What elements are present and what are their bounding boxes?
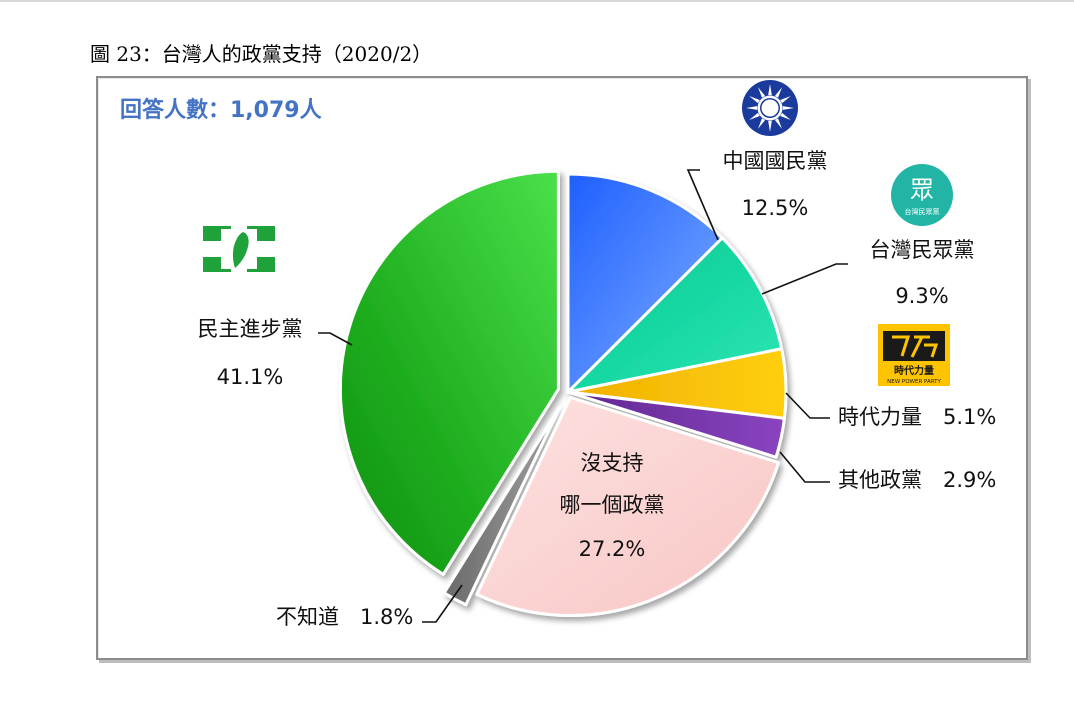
pie-slice-unknown [442, 406, 561, 607]
leader-line-npp [785, 392, 830, 419]
tpp-label: 台灣民眾黨 [870, 238, 975, 262]
none-label-line1: 沒支持 [581, 451, 644, 475]
pie-slice-none [475, 395, 780, 617]
leader-line-dpp [318, 332, 353, 346]
kmt-sun-ray [749, 96, 760, 104]
kmt-value: 12.5% [742, 196, 809, 220]
npp-label: 時代力量 [838, 405, 922, 429]
kmt-label: 中國國民黨 [723, 149, 828, 173]
kmt-sun-ray [780, 96, 791, 104]
kmt-sun-emblem-icon [742, 80, 798, 136]
dpp-flag-icon [203, 226, 275, 272]
respondent-count: 回答人數：1,079人 [120, 98, 322, 123]
kmt-sun-ray [768, 84, 772, 96]
npp-logo-text: 時代力量 [894, 364, 934, 377]
top-rule [0, 0, 1074, 2]
leader-line-tpp [761, 263, 848, 295]
kmt-sun-ray [780, 112, 791, 120]
none-label-line2: 哪一個政黨 [560, 493, 665, 517]
npp-logo-icon: 時代力量 NEW POWER PARTY [878, 324, 950, 386]
leader-line-other [779, 451, 830, 483]
unknown-label: 不知道 [276, 605, 339, 629]
figure-title: 圖 23：台灣人的政黨支持（2020/2） [90, 42, 433, 66]
other-value: 2.9% [943, 468, 996, 492]
leader-line-kmt [686, 169, 719, 241]
leader-line-unknown [422, 584, 463, 623]
tpp-logo-text: 眾 [910, 176, 934, 204]
kmt-sun-ray [768, 120, 772, 132]
kmt-sun-ray [774, 87, 782, 98]
kmt-sun-ray [782, 106, 794, 110]
kmt-sun-ray [758, 118, 766, 129]
kmt-sun-ray [749, 112, 760, 120]
dpp-label: 民主進步黨 [198, 317, 303, 341]
kmt-sun-ray [758, 87, 766, 98]
pie-slice-other [566, 390, 786, 459]
other-label: 其他政黨 [838, 468, 922, 492]
kmt-sun-ray [774, 118, 782, 129]
kmt-sun-ray [746, 106, 758, 110]
tpp-logo-subtext: 台灣民眾黨 [905, 207, 940, 216]
pie-slice-dpp [338, 169, 560, 576]
npp-logo-subtext: NEW POWER PARTY [887, 379, 941, 385]
none-value: 27.2% [579, 537, 646, 561]
unknown-value: 1.8% [360, 605, 413, 629]
tpp-value: 9.3% [895, 284, 948, 308]
tpp-logo-icon: 眾 台灣民眾黨 [891, 164, 953, 226]
npp-value: 5.1% [943, 405, 996, 429]
dpp-value: 41.1% [217, 365, 284, 389]
pie-slice-tpp [566, 236, 784, 394]
